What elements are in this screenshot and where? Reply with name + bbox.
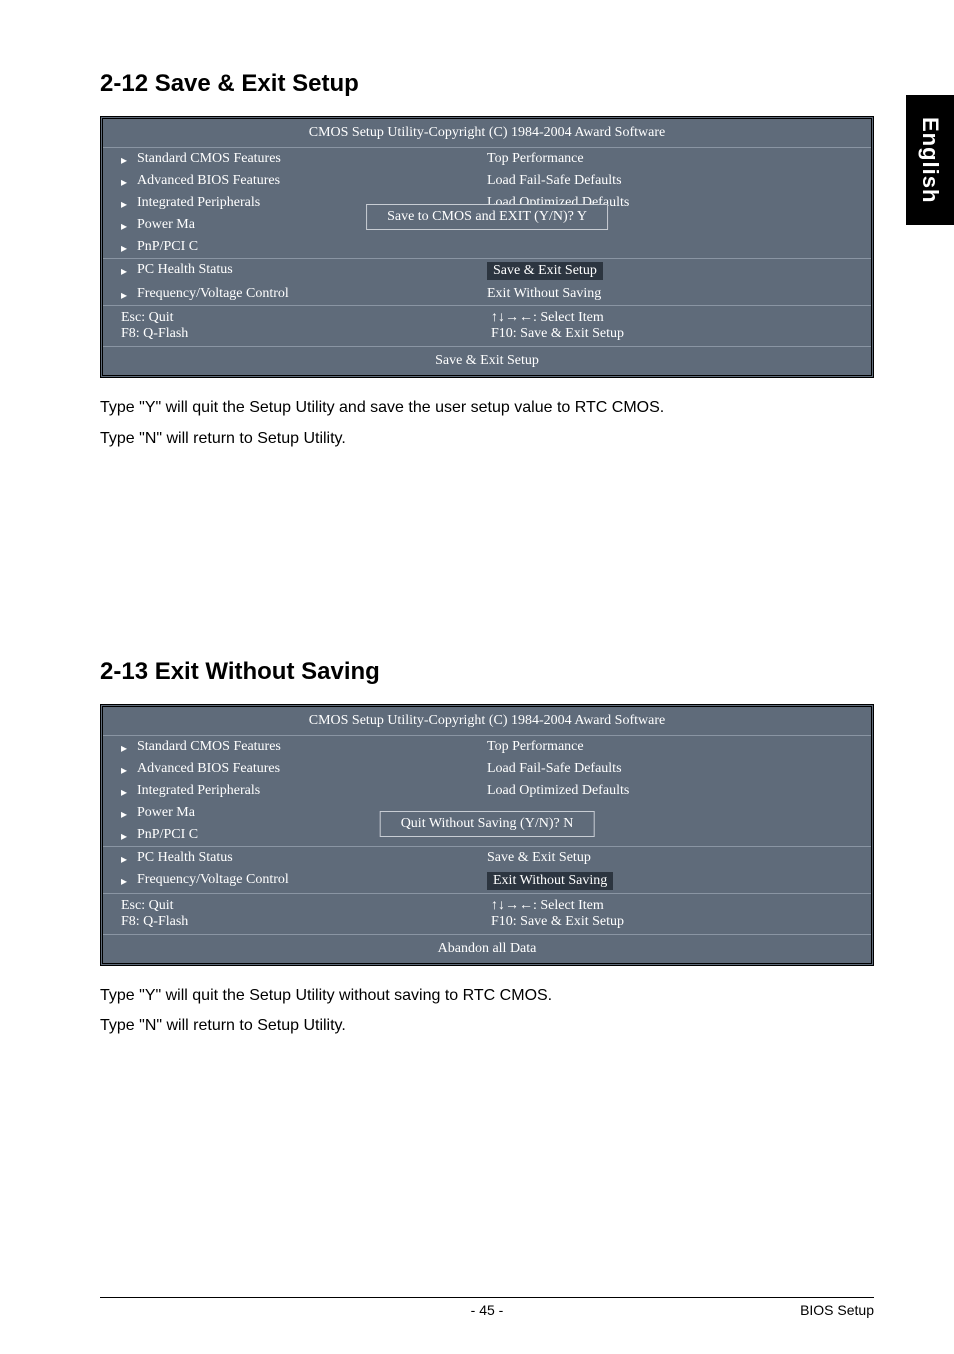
arrow-right-icon: ▸ [121,785,127,800]
menu-item[interactable]: ▸ Frequency/Voltage Control [103,869,487,893]
menu-item-label: Standard CMOS Features [137,739,281,754]
menu-item[interactable]: ▸ PC Health Status [103,259,487,283]
save-dialog-text: Save to CMOS and EXIT (Y/N)? Y [387,209,587,224]
menu-item-label: Frequency/Voltage Control [137,872,289,887]
section1-title: 2-12 Save & Exit Setup [100,70,874,98]
section1-body2: Type "N" will return to Setup Utility. [100,427,874,452]
menu-item[interactable] [487,236,871,258]
menu-item[interactable]: ▸ Advanced BIOS Features [103,170,487,192]
section2-title: 2-13 Exit Without Saving [100,658,874,686]
save-dialog[interactable]: Save to CMOS and EXIT (Y/N)? Y [366,204,608,230]
menu-item-label: Advanced BIOS Features [137,761,280,776]
menu-item-label: Integrated Peripherals [137,195,260,210]
menu-item[interactable]: Save & Exit Setup [487,847,871,869]
menu-item-label: PC Health Status [137,850,233,865]
menu-item-label: Load Fail-Safe Defaults [487,173,622,188]
arrow-right-icon: ▸ [121,763,127,778]
menu-item-label: Exit Without Saving [487,286,601,301]
language-tab: English [906,95,954,225]
help-esc-2: Esc: Quit [121,898,491,914]
cmos-box-1: CMOS Setup Utility-Copyright (C) 1984-20… [100,116,874,378]
arrow-right-icon: ▸ [121,874,127,889]
language-tab-label: English [917,117,943,203]
menu-item[interactable]: Save & Exit Setup [487,259,871,283]
quit-dialog[interactable]: Quit Without Saving (Y/N)? N [380,811,595,837]
arrow-right-icon: ▸ [121,197,127,212]
menu-item[interactable]: ▸ Integrated Peripherals [103,780,487,802]
page-footer: - 45 - BIOS Setup [100,1297,874,1318]
arrow-right-icon: ▸ [121,241,127,256]
menu-item-highlighted: Save & Exit Setup [487,262,603,280]
arrow-right-icon: ▸ [121,829,127,844]
menu-item-label: Advanced BIOS Features [137,173,280,188]
section1-body1: Type "Y" will quit the Setup Utility and… [100,396,874,421]
menu-item[interactable]: ▸ Standard CMOS Features [103,736,487,758]
menu-item-label: PC Health Status [137,262,233,277]
quit-dialog-text: Quit Without Saving (Y/N)? N [401,816,574,831]
menu-item-label: PnP/PCI C [137,239,198,254]
help-f10-2: F10: Save & Exit Setup [491,914,861,930]
menu-item-label: Standard CMOS Features [137,151,281,166]
menu-item-highlighted: Exit Without Saving [487,872,613,890]
menu-item-label: Power Ma [137,217,195,232]
arrow-right-icon: ▸ [121,153,127,168]
footer-page-number: - 45 - [471,1302,504,1318]
cmos-box-2: CMOS Setup Utility-Copyright (C) 1984-20… [100,704,874,966]
menu-item[interactable]: Exit Without Saving [487,283,871,305]
help-arrows: ↑↓→←: Select Item [491,310,861,326]
menu-item[interactable]: Top Performance [487,148,871,170]
menu-item[interactable]: ▸ PnP/PCI C [103,236,487,258]
arrow-right-icon: ▸ [121,288,127,303]
menu-item-label: Load Fail-Safe Defaults [487,761,622,776]
help-f8-2: F8: Q-Flash [121,914,491,930]
menu-item-label: Top Performance [487,739,584,754]
cmos-footer-1: Save & Exit Setup [103,346,871,375]
menu-item[interactable]: Load Fail-Safe Defaults [487,170,871,192]
section2-body1: Type "Y" will quit the Setup Utility wit… [100,984,874,1009]
cmos-title-1: CMOS Setup Utility-Copyright (C) 1984-20… [103,119,871,148]
arrow-right-icon: ▸ [121,852,127,867]
menu-item-label: Save & Exit Setup [487,850,591,865]
menu-item[interactable]: ▸ PC Health Status [103,847,487,869]
footer-section-name: BIOS Setup [800,1302,874,1318]
menu-item-label: Top Performance [487,151,584,166]
menu-item[interactable]: Load Fail-Safe Defaults [487,758,871,780]
help-esc: Esc: Quit [121,310,491,326]
menu-item-label: Frequency/Voltage Control [137,286,289,301]
menu-item[interactable]: ▸ Advanced BIOS Features [103,758,487,780]
menu-item[interactable]: Top Performance [487,736,871,758]
menu-item[interactable]: ▸ Standard CMOS Features [103,148,487,170]
arrow-right-icon: ▸ [121,264,127,279]
menu-item-label: Integrated Peripherals [137,783,260,798]
menu-item-label: Load Optimized Defaults [487,783,629,798]
cmos-footer-2: Abandon all Data [103,934,871,963]
help-arrows-2: ↑↓→←: Select Item [491,898,861,914]
help-f10: F10: Save & Exit Setup [491,326,861,342]
menu-item-label: Power Ma [137,805,195,820]
arrow-right-icon: ▸ [121,219,127,234]
menu-item[interactable]: ▸ Frequency/Voltage Control [103,283,487,305]
arrow-right-icon: ▸ [121,807,127,822]
menu-item[interactable]: Exit Without Saving [487,869,871,893]
help-f8: F8: Q-Flash [121,326,491,342]
arrow-right-icon: ▸ [121,175,127,190]
arrow-right-icon: ▸ [121,741,127,756]
section2-body2: Type "N" will return to Setup Utility. [100,1014,874,1039]
menu-item-label: PnP/PCI C [137,827,198,842]
cmos-title-2: CMOS Setup Utility-Copyright (C) 1984-20… [103,707,871,736]
menu-item[interactable]: Load Optimized Defaults [487,780,871,802]
